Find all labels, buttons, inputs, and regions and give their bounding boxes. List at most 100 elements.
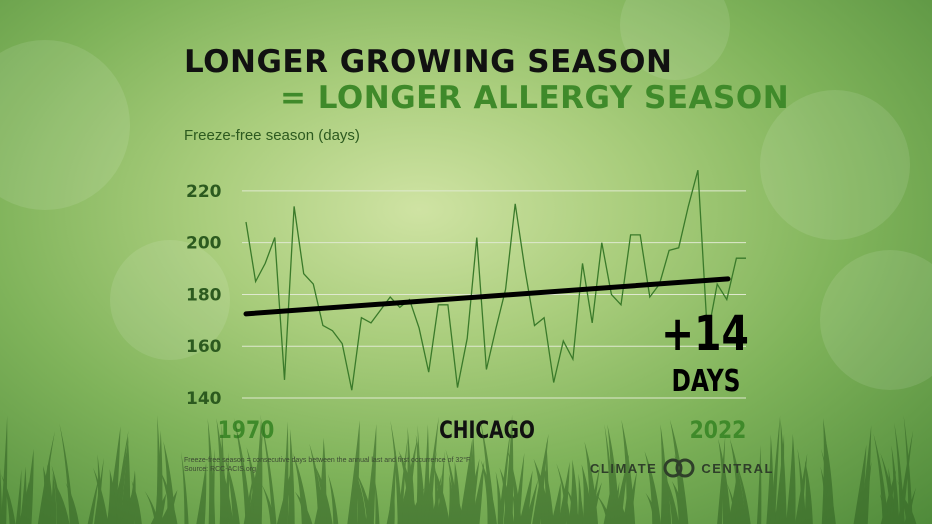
grass-blade xyxy=(422,449,438,524)
grass-blade xyxy=(785,433,796,524)
grass-blade xyxy=(584,441,599,524)
annotation-unit: DAYS xyxy=(671,364,740,399)
y-axis-label: Freeze-free season (days) xyxy=(184,127,360,144)
grass-blade xyxy=(328,473,339,524)
grass-blade xyxy=(903,415,913,524)
grass-blade xyxy=(0,468,3,524)
gridlines xyxy=(242,190,746,399)
grass-blade xyxy=(49,473,57,524)
grass-blade xyxy=(779,417,787,524)
grass-blade xyxy=(196,462,207,524)
grass-blade xyxy=(37,431,55,524)
grass-blade xyxy=(87,477,100,524)
grass-blade xyxy=(163,441,176,524)
grass-decoration xyxy=(0,414,917,524)
grass-blade xyxy=(314,485,323,524)
series-line xyxy=(245,170,746,391)
annotation-value: +14 xyxy=(661,306,749,362)
grass-blade xyxy=(660,424,669,524)
grass-blade xyxy=(614,493,628,524)
y-tick-label: 220 xyxy=(186,182,222,202)
grass-blade xyxy=(604,424,616,524)
grass-blade xyxy=(470,460,485,524)
footnote-source: Source: RCC-ACIS.org xyxy=(184,466,256,473)
grass-blade xyxy=(577,473,583,524)
grass-blade xyxy=(595,493,613,524)
grass-blade xyxy=(365,424,377,524)
grass-blade xyxy=(374,476,380,524)
grass-blade xyxy=(233,417,252,524)
grass-blade xyxy=(154,430,163,524)
grass-blade xyxy=(556,463,572,524)
grass-blade xyxy=(65,482,80,524)
climate-central-logo: CLIMATE CENTRAL xyxy=(590,458,774,478)
grass-blade xyxy=(825,440,835,524)
grass-blade xyxy=(398,450,418,524)
y-tick-label: 140 xyxy=(186,389,222,409)
grass-blade xyxy=(873,433,889,524)
grass-blade xyxy=(769,415,781,524)
grass-blade xyxy=(891,445,900,524)
y-tick-label: 200 xyxy=(186,234,222,254)
grass-blade xyxy=(503,414,514,524)
grass-blade xyxy=(795,453,808,524)
grass-blade xyxy=(368,472,374,524)
grass-blade xyxy=(23,448,34,524)
grass-blade xyxy=(224,456,240,524)
grass-blade xyxy=(207,418,216,524)
y-tick-label: 180 xyxy=(186,285,222,305)
grass-blade xyxy=(525,479,539,524)
logo-text-right: CENTRAL xyxy=(701,460,774,476)
grass-blade xyxy=(544,441,549,524)
grass-blade xyxy=(261,484,276,524)
grass-blade xyxy=(894,422,905,524)
grass-blade xyxy=(621,419,636,524)
grass-blade xyxy=(20,466,27,524)
grass-blade xyxy=(568,459,578,524)
grass-blade xyxy=(880,452,898,524)
grass-blade xyxy=(356,474,367,524)
grass-blade xyxy=(53,481,70,524)
grass-blade xyxy=(727,471,739,524)
grass-blade xyxy=(347,420,360,524)
grass-blade xyxy=(417,424,422,524)
bokeh-light xyxy=(0,40,130,210)
logo-text-left: CLIMATE xyxy=(590,460,658,476)
grass-blade xyxy=(513,452,525,524)
grass-blade xyxy=(251,419,263,524)
grass-blade xyxy=(495,471,504,524)
grass-blade xyxy=(218,455,234,524)
grass-blade xyxy=(735,461,751,524)
trend-line xyxy=(243,276,731,317)
grass-blade xyxy=(390,420,403,524)
grass-blade xyxy=(276,463,294,524)
grass-blade xyxy=(498,427,511,524)
grass-blade xyxy=(113,430,129,524)
grass-blade xyxy=(433,458,440,524)
grass-blade xyxy=(0,415,8,524)
bokeh-light xyxy=(760,90,910,240)
grass-blade xyxy=(386,484,395,524)
grass-blade xyxy=(859,425,872,524)
y-tick-label: 160 xyxy=(186,337,222,357)
grass-blade xyxy=(437,451,445,524)
grass-blade xyxy=(120,436,131,524)
grass-blade xyxy=(756,444,762,524)
grass-blade xyxy=(718,438,732,524)
grass-blade xyxy=(551,482,561,524)
bokeh-light xyxy=(820,250,932,390)
interlocking-rings-icon xyxy=(663,458,695,478)
x-end-label: 2022 xyxy=(690,416,747,444)
grass-blade xyxy=(466,433,476,524)
footnote: Freeze-free season = consecutive days be… xyxy=(184,456,470,474)
grass-blade xyxy=(519,470,533,524)
grass-blade xyxy=(717,435,726,524)
grass-blade xyxy=(15,469,22,524)
footnote-definition: Freeze-free season = consecutive days be… xyxy=(184,457,471,464)
grass-blade xyxy=(107,469,117,524)
title-line-1: LONGER GROWING SEASON xyxy=(184,44,673,80)
grass-blade xyxy=(479,418,496,524)
grass-blade xyxy=(450,461,461,524)
grass-blade xyxy=(51,465,63,524)
grass-blade xyxy=(804,460,813,524)
